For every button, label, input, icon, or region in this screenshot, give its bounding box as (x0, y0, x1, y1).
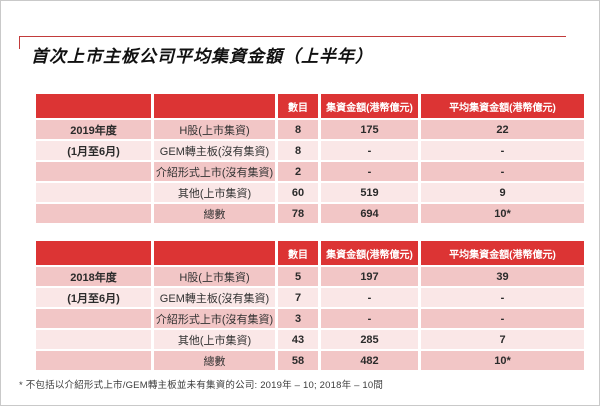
average-cell: 7 (421, 330, 584, 349)
count-cell: 8 (278, 141, 318, 160)
category-cell: H股(上市集資) (154, 120, 275, 139)
category-cell: 其他(上市集資) (154, 183, 275, 202)
category-cell: GEM轉主板(沒有集資) (154, 288, 275, 307)
title-accent-line-horizontal (19, 36, 566, 37)
average-cell: - (421, 141, 584, 160)
count-cell: 78 (278, 204, 318, 223)
period-cell: (1月至6月) (36, 141, 151, 160)
header-cell-blank-year (36, 94, 151, 118)
header-cell-count: 數目 (278, 94, 318, 118)
category-cell: 其他(上市集資) (154, 330, 275, 349)
category-cell: 總數 (154, 351, 275, 370)
year-cell-empty (36, 183, 151, 202)
count-cell: 58 (278, 351, 318, 370)
amount-cell: 519 (321, 183, 418, 202)
count-cell: 3 (278, 309, 318, 328)
header-cell-blank-category (154, 241, 275, 265)
count-cell: 2 (278, 162, 318, 181)
table-row: 介紹形式上市(沒有集資) 2 - - (36, 162, 584, 181)
table-row: 2019年度 H股(上市集資) 8 175 22 (36, 120, 584, 139)
count-cell: 60 (278, 183, 318, 202)
title-accent-line-vertical (19, 36, 20, 49)
amount-cell: 197 (321, 267, 418, 286)
average-cell: 9 (421, 183, 584, 202)
table-row: 其他(上市集資) 60 519 9 (36, 183, 584, 202)
year-cell-empty (36, 351, 151, 370)
count-cell: 8 (278, 120, 318, 139)
period-cell: (1月至6月) (36, 288, 151, 307)
amount-cell: 482 (321, 351, 418, 370)
category-cell: 介紹形式上市(沒有集資) (154, 309, 275, 328)
average-cell: - (421, 288, 584, 307)
average-cell: 10* (421, 204, 584, 223)
table-row: 2018年度 H股(上市集資) 5 197 39 (36, 267, 584, 286)
year-cell-empty (36, 309, 151, 328)
amount-cell: 175 (321, 120, 418, 139)
table-total-row: 總數 58 482 10* (36, 351, 584, 370)
category-cell: 總數 (154, 204, 275, 223)
funds-table-2018: 數目 集資金額(港幣億元) 平均集資金額(港幣億元) 2018年度 H股(上市集… (36, 241, 584, 372)
table-header-row: 數目 集資金額(港幣億元) 平均集資金額(港幣億元) (36, 94, 584, 118)
header-cell-amount: 集資金額(港幣億元) (321, 241, 418, 265)
table-row: (1月至6月) GEM轉主板(沒有集資) 7 - - (36, 288, 584, 307)
average-cell: 39 (421, 267, 584, 286)
table-total-row: 總數 78 694 10* (36, 204, 584, 223)
report-title: 首次上市主板公司平均集資金額（上半年） (31, 47, 373, 66)
amount-cell: - (321, 141, 418, 160)
amount-cell: - (321, 309, 418, 328)
count-cell: 7 (278, 288, 318, 307)
average-cell: - (421, 309, 584, 328)
amount-cell: 285 (321, 330, 418, 349)
header-cell-blank-category (154, 94, 275, 118)
category-cell: GEM轉主板(沒有集資) (154, 141, 275, 160)
table-row: 其他(上市集資) 43 285 7 (36, 330, 584, 349)
funds-table-2019: 數目 集資金額(港幣億元) 平均集資金額(港幣億元) 2019年度 H股(上市集… (36, 94, 584, 225)
amount-cell: - (321, 162, 418, 181)
average-cell: - (421, 162, 584, 181)
year-cell: 2018年度 (36, 267, 151, 286)
year-cell-empty (36, 204, 151, 223)
count-cell: 5 (278, 267, 318, 286)
average-cell: 22 (421, 120, 584, 139)
year-cell-empty (36, 330, 151, 349)
amount-cell: - (321, 288, 418, 307)
average-cell: 10* (421, 351, 584, 370)
table-row: 介紹形式上市(沒有集資) 3 - - (36, 309, 584, 328)
table-header-row: 數目 集資金額(港幣億元) 平均集資金額(港幣億元) (36, 241, 584, 265)
header-cell-count: 數目 (278, 241, 318, 265)
year-cell-empty (36, 162, 151, 181)
table-row: (1月至6月) GEM轉主板(沒有集資) 8 - - (36, 141, 584, 160)
category-cell: 介紹形式上市(沒有集資) (154, 162, 275, 181)
amount-cell: 694 (321, 204, 418, 223)
count-cell: 43 (278, 330, 318, 349)
header-cell-average: 平均集資金額(港幣億元) (421, 94, 584, 118)
footnote: * 不包括以介紹形式上市/GEM轉主板並未有集資的公司: 2019年 – 10;… (19, 380, 384, 391)
year-cell: 2019年度 (36, 120, 151, 139)
category-cell: H股(上市集資) (154, 267, 275, 286)
header-cell-average: 平均集資金額(港幣億元) (421, 241, 584, 265)
header-cell-amount: 集資金額(港幣億元) (321, 94, 418, 118)
header-cell-blank-year (36, 241, 151, 265)
